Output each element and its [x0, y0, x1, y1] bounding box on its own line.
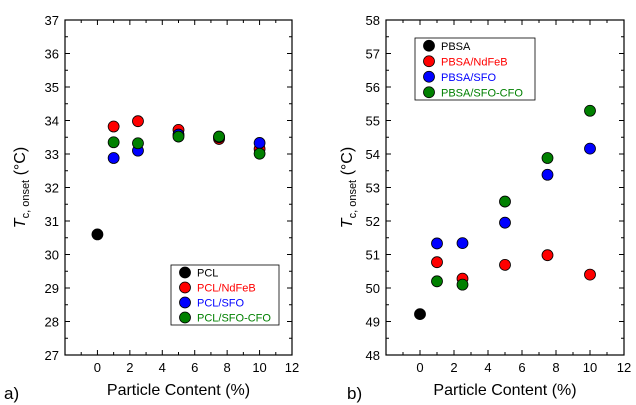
legend-marker	[423, 39, 435, 52]
data-point	[541, 249, 554, 262]
y-tick-label: 27	[45, 348, 59, 363]
legend-marker	[179, 311, 191, 324]
x-axis-label: Particle Content (%)	[433, 382, 576, 399]
y-axis-label-unit: (°C)	[339, 147, 356, 180]
x-tick-label: 10	[583, 360, 597, 375]
y-tick-label: 50	[366, 281, 380, 296]
y-tick-label: 56	[366, 80, 380, 95]
y-tick-label: 37	[45, 13, 59, 28]
legend-marker	[179, 281, 191, 294]
y-tick-label: 35	[45, 80, 59, 95]
data-point	[107, 152, 120, 164]
x-tick-label: 8	[224, 360, 231, 375]
y-tick-label: 55	[366, 114, 380, 129]
y-tick-label: 28	[45, 315, 59, 330]
y-tick-label: 51	[366, 248, 380, 263]
data-point	[431, 256, 443, 269]
legend-label: PCL/SFO	[197, 298, 245, 310]
y-tick-label: 30	[45, 248, 59, 263]
y-tick-label: 32	[45, 181, 59, 196]
data-point	[456, 278, 469, 291]
data-point	[213, 130, 225, 143]
y-axis-label-symbol: T	[339, 217, 356, 228]
data-point	[431, 275, 443, 288]
y-tick-label: 29	[45, 281, 59, 296]
legend-label: PCL/SFO-CFO	[197, 313, 271, 325]
y-axis-label: Tc, onset (°C)	[12, 147, 32, 228]
legend-marker	[179, 266, 191, 279]
legend-label: PBSA/NdFeB	[441, 56, 508, 68]
x-tick-label: 2	[126, 360, 133, 375]
x-tick-label: 10	[252, 360, 266, 375]
y-axis-label: Tc, onset (°C)	[339, 147, 359, 228]
legend-marker	[423, 86, 435, 99]
chart-panel-2: 0 2 4 6 8 10 12 48 49 50 51 52 53 54 55 56 57 58 Particle …	[339, 13, 631, 403]
data-point	[107, 120, 120, 133]
y-tick-label: 57	[366, 47, 380, 62]
data-point	[91, 228, 104, 241]
legend-marker	[423, 55, 435, 68]
data-point	[253, 147, 266, 160]
legend-label: PBSA/SFO-CFO	[441, 87, 523, 99]
data-point	[584, 268, 596, 281]
panel-label: a)	[4, 384, 19, 403]
y-tick-label: 49	[366, 315, 380, 330]
y-axis-label-subscript: c, onset	[20, 180, 32, 219]
x-tick-label: 2	[450, 360, 457, 375]
data-point	[499, 195, 511, 208]
data-point	[253, 137, 266, 149]
x-tick-label: 8	[552, 360, 559, 375]
data-point	[584, 104, 596, 117]
y-tick-label: 58	[366, 13, 380, 28]
data-point	[456, 237, 469, 250]
legend-label: PBSA/SFO	[441, 72, 496, 84]
y-axis-label-unit: (°C)	[12, 147, 29, 180]
data-point	[414, 308, 426, 321]
legend-marker	[179, 296, 191, 309]
data-point	[584, 142, 596, 155]
x-tick-label: 12	[617, 360, 631, 375]
legend-box	[414, 37, 536, 101]
data-point	[499, 216, 511, 229]
legend-label: PBSA	[441, 41, 471, 53]
legend: PCL PCL/NdFeB PCL/SFO PCL/SFO-CFO	[170, 264, 280, 326]
data-point	[431, 237, 443, 250]
data-point	[132, 137, 144, 150]
y-tick-label: 36	[45, 47, 59, 62]
y-axis-label-subscript: c, onset	[347, 180, 359, 219]
x-tick-label: 0	[416, 360, 423, 375]
data-point	[499, 258, 511, 271]
legend-label: PCL/NdFeB	[197, 283, 256, 295]
x-axis-label: Particle Content (%)	[107, 382, 250, 399]
data-point	[172, 130, 185, 143]
y-tick-label: 33	[45, 147, 59, 162]
legend: PBSA PBSA/NdFeB PBSA/SFO PBSA/SFO-CFO	[414, 37, 536, 101]
x-tick-label: 6	[191, 360, 198, 375]
y-tick-label: 54	[366, 147, 380, 162]
y-tick-label: 52	[366, 214, 380, 229]
panel-label: b)	[347, 384, 362, 403]
x-tick-label: 4	[159, 360, 166, 375]
data-point	[132, 115, 144, 128]
legend-marker	[423, 70, 435, 83]
x-tick-label: 4	[484, 360, 491, 375]
y-tick-label: 34	[45, 114, 59, 129]
chart-panel-1: 0 2 4 6 8 10 12 27 28 29 30 31 32 33 34 35 36 37 Particle …	[4, 13, 299, 403]
data-point	[107, 136, 120, 149]
y-tick-label: 53	[366, 181, 380, 196]
data-point	[541, 168, 554, 181]
y-axis-label-symbol: T	[12, 217, 29, 228]
x-tick-label: 12	[285, 360, 299, 375]
legend-label: PCL	[197, 268, 218, 280]
x-tick-label: 0	[94, 360, 101, 375]
y-tick-label: 48	[366, 348, 380, 363]
data-point	[541, 152, 554, 164]
x-tick-label: 6	[518, 360, 525, 375]
y-tick-label: 31	[45, 214, 59, 229]
